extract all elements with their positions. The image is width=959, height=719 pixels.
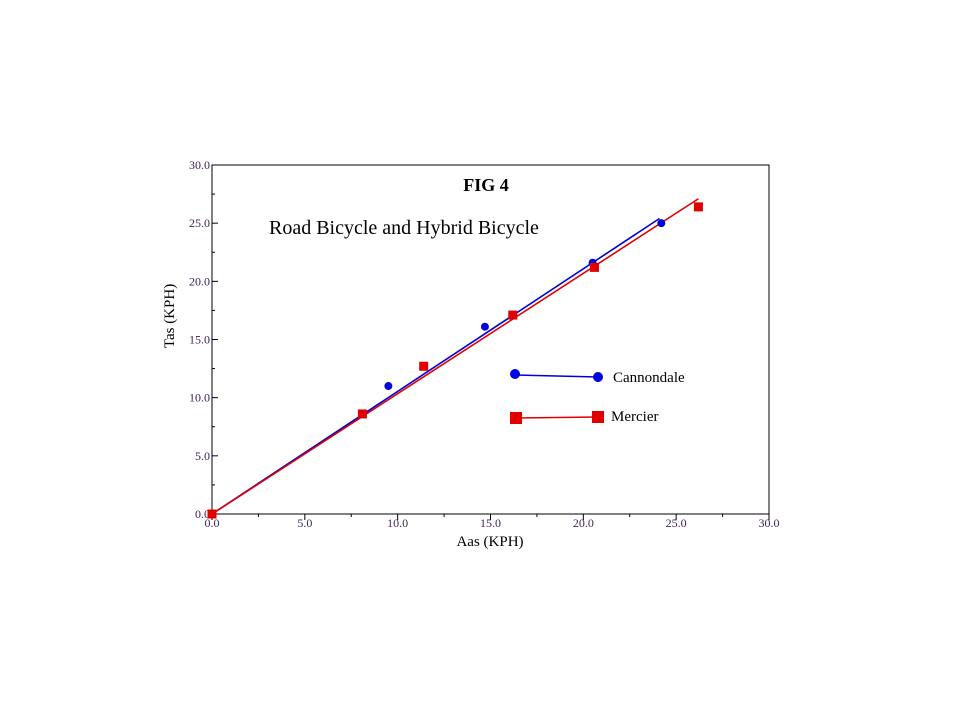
data-point-mercier: [589, 262, 599, 272]
x-tick-label: 25.0: [666, 516, 687, 530]
data-point-cannondale: [657, 219, 666, 228]
data-points: [207, 202, 703, 519]
legend-item-cannondale: Cannondale: [510, 369, 685, 386]
x-tick-label: 30.0: [759, 516, 780, 530]
fit-line-mercier: [211, 198, 699, 515]
data-point-mercier: [508, 310, 518, 320]
y-tick-label: 20.0: [189, 274, 210, 288]
y-tick-label: 5.0: [195, 449, 210, 463]
data-point-cannondale: [480, 322, 489, 331]
fit-lines: [211, 198, 699, 515]
legend-line-cannondale: [514, 374, 599, 378]
x-tick-label: 10.0: [387, 516, 408, 530]
data-point-mercier: [207, 509, 217, 519]
legend: Cannondale Mercier: [510, 369, 685, 425]
data-point-mercier: [693, 202, 703, 212]
chart-subtitle: Road Bicycle and Hybrid Bicycle: [269, 217, 539, 239]
y-axis-label: Tas (KPH): [162, 284, 178, 348]
chart-title: FIG 4: [463, 175, 509, 195]
y-tick-label: 15.0: [189, 333, 210, 347]
axes: 0.0 5.0 10.0 15.0 20.0 25.0 30.0 0.0 5.0 10.0 15.0…: [189, 158, 780, 530]
legend-label-mercier: Mercier: [611, 409, 658, 425]
x-tick-label: 20.0: [573, 516, 594, 530]
data-point-cannondale: [384, 382, 393, 391]
y-tick-label: 10.0: [189, 391, 210, 405]
legend-line-mercier: [515, 416, 599, 419]
y-tick-label: 0.0: [195, 507, 210, 521]
x-tick-label: 15.0: [480, 516, 501, 530]
legend-label-cannondale: Cannondale: [613, 370, 685, 386]
x-tick-label: 0.0: [205, 516, 220, 530]
x-axis-label: Aas (KPH): [456, 534, 523, 550]
legend-item-mercier: Mercier: [510, 409, 658, 425]
legend-marker-mercier-start: [510, 412, 522, 424]
data-point-mercier: [419, 361, 429, 371]
y-tick-label: 25.0: [189, 216, 210, 230]
legend-marker-cannondale-start: [510, 369, 520, 379]
data-point-mercier: [357, 409, 367, 419]
y-tick-label: 30.0: [189, 158, 210, 172]
legend-marker-mercier-end: [592, 411, 604, 423]
legend-marker-cannondale-end: [593, 372, 603, 382]
x-tick-label: 5.0: [297, 516, 312, 530]
